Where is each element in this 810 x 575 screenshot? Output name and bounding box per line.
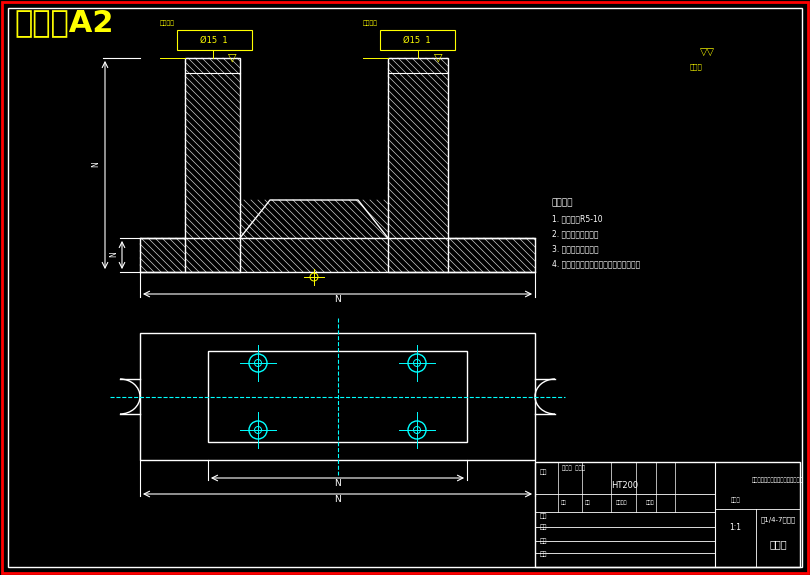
Text: 第1/4-7件夹具: 第1/4-7件夹具 <box>761 516 795 523</box>
Text: 上面吸下: 上面吸下 <box>363 20 378 26</box>
Text: 夹具体A2: 夹具体A2 <box>14 8 113 37</box>
Bar <box>535 462 800 567</box>
Text: 粗糙度: 粗糙度 <box>690 63 703 70</box>
Bar <box>177 30 252 50</box>
Text: ▽: ▽ <box>433 52 442 62</box>
Bar <box>140 333 535 460</box>
Text: 共几张: 共几张 <box>731 497 740 503</box>
Text: 1. 未注圆角R5-10: 1. 未注圆角R5-10 <box>552 214 603 223</box>
Bar <box>380 30 455 50</box>
Text: 技术要求: 技术要求 <box>552 198 573 207</box>
Text: 制图: 制图 <box>540 524 548 530</box>
Text: 校对: 校对 <box>540 538 548 543</box>
Text: 3. 铸件需要人工时效: 3. 铸件需要人工时效 <box>552 244 599 253</box>
Text: 1:1: 1:1 <box>730 523 742 532</box>
Bar <box>208 351 467 442</box>
Text: 年月日: 年月日 <box>646 500 654 505</box>
Text: Ø15  1: Ø15 1 <box>200 36 228 44</box>
Text: 班级: 班级 <box>584 500 590 505</box>
Text: 设计: 设计 <box>540 551 548 557</box>
Text: ▽▽: ▽▽ <box>700 47 715 57</box>
Text: N: N <box>334 479 341 488</box>
Text: 姓名: 姓名 <box>561 500 567 505</box>
Text: 日期成绩: 日期成绩 <box>616 500 627 505</box>
Text: N: N <box>334 295 341 304</box>
Text: 微电机壳加工工艺和钉钉孔夹具设计: 微电机壳加工工艺和钉钉孔夹具设计 <box>752 477 804 482</box>
Bar <box>388 58 448 272</box>
Text: 2. 铸件须做时效处理: 2. 铸件须做时效处理 <box>552 229 599 238</box>
Text: 上面吸下: 上面吸下 <box>160 20 175 26</box>
Text: N: N <box>92 161 100 167</box>
Text: Ø15  1: Ø15 1 <box>403 36 431 44</box>
Text: N: N <box>334 495 341 504</box>
Bar <box>140 238 535 272</box>
Text: 工艺: 工艺 <box>540 470 548 476</box>
Text: ▽: ▽ <box>228 52 237 62</box>
Text: 4. 铸件不得有砂眼、气孔、裂纹、氧化渣: 4. 铸件不得有砂眼、气孔、裂纹、氧化渣 <box>552 259 640 268</box>
Text: N: N <box>109 251 118 257</box>
Text: 描图: 描图 <box>540 514 548 519</box>
Text: 共几张  第几张: 共几张 第几张 <box>561 466 585 472</box>
Text: HT200: HT200 <box>612 481 638 489</box>
Text: 零件图: 零件图 <box>770 539 787 549</box>
Bar <box>185 58 240 272</box>
